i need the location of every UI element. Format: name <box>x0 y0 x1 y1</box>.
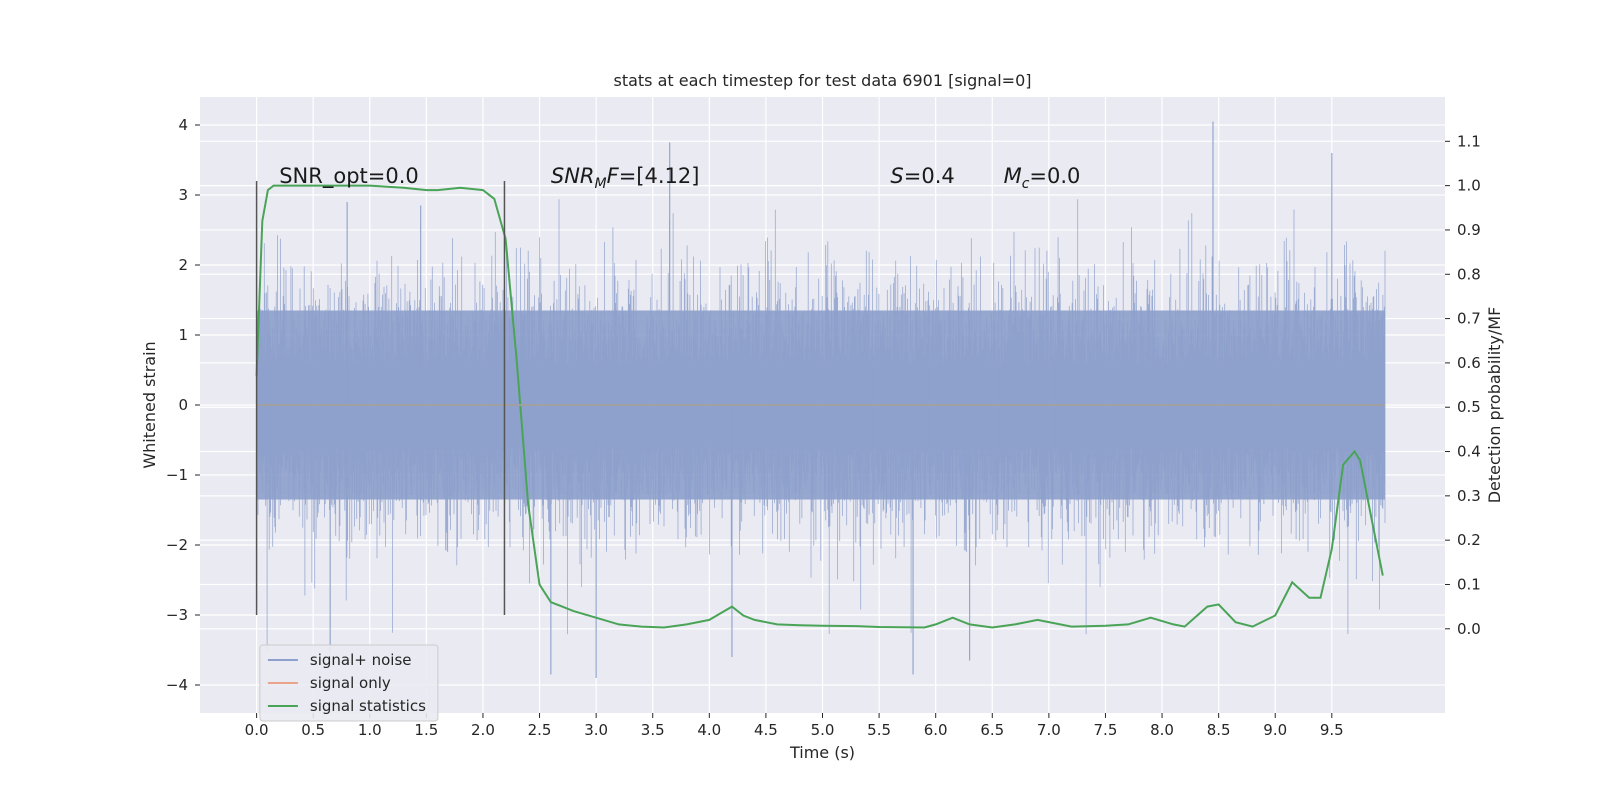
x-tick-label: 2.0 <box>471 721 495 739</box>
y2-tick-label: 0.5 <box>1457 398 1481 416</box>
x-tick-label: 2.5 <box>528 721 552 739</box>
legend-box <box>259 644 439 722</box>
series-signal-statistics <box>255 184 1384 629</box>
y-tick-label: 0 <box>178 396 188 414</box>
y-tick-label: 1 <box>178 326 188 344</box>
legend-label: signal only <box>310 674 391 692</box>
y-tick-label: −1 <box>166 466 188 484</box>
y-tick-label: 2 <box>178 256 188 274</box>
x-tick-label: 1.0 <box>358 721 382 739</box>
y-tick-label: −3 <box>166 606 188 624</box>
x-tick-label: 6.5 <box>980 721 1004 739</box>
x-tick-label: 7.0 <box>1037 721 1061 739</box>
x-tick-label: 9.5 <box>1320 721 1344 739</box>
annotation-snr-mf: SNRMF=[4.12] <box>551 164 700 192</box>
annotation-s-label: S <box>890 164 903 188</box>
annotation-s: S=0.4 <box>890 164 954 188</box>
x-tick-label: 7.5 <box>1094 721 1118 739</box>
x-tick-label: 9.0 <box>1263 721 1287 739</box>
y2-tick-label: 0.9 <box>1457 221 1481 239</box>
x-tick-label: 3.0 <box>584 721 608 739</box>
y2-tick-label: 1.0 <box>1457 177 1481 195</box>
y2-axis-label: Detection probability/MF <box>1485 307 1504 504</box>
annotation-snr-mf-prefix: SNR <box>551 164 595 188</box>
legend: signal+ noise signal only signal statistic… <box>259 644 439 722</box>
x-tick-label: 4.0 <box>697 721 721 739</box>
y2-tick-label: 0.8 <box>1457 265 1481 283</box>
legend-label: signal statistics <box>310 697 426 715</box>
x-tick-label: 0.5 <box>301 721 325 739</box>
x-tick-label: 6.0 <box>924 721 948 739</box>
x-tick-label: 8.5 <box>1207 721 1231 739</box>
legend-label: signal+ noise <box>310 651 412 669</box>
annotation-s-value: =0.4 <box>904 164 955 188</box>
y-tick-label: 4 <box>178 116 188 134</box>
chart-title: stats at each timestep for test data 690… <box>613 71 1031 90</box>
y2-tick-label: 1.1 <box>1457 132 1481 150</box>
x-tick-label: 0.0 <box>245 721 269 739</box>
y-axis-label: Whitened strain <box>140 341 159 468</box>
annotation-mc: Mc=0.0 <box>1004 164 1081 192</box>
x-axis-ticks: 0.0 0.5 1.0 1.5 2.0 2.5 3.0 3.5 4.0 4.5 5.0 5.5 6.0 6… <box>245 713 1344 739</box>
annotation-snr-mf-suffix-f: F <box>607 164 620 188</box>
x-tick-label: 5.5 <box>867 721 891 739</box>
y2-tick-label: 0.3 <box>1457 487 1481 505</box>
annotation-snr-mf-sub: M <box>595 176 607 192</box>
x-tick-label: 5.0 <box>811 721 835 739</box>
x-tick-label: 1.5 <box>414 721 438 739</box>
y-tick-label: 3 <box>178 186 188 204</box>
y-tick-label: −2 <box>166 536 188 554</box>
y2-tick-label: 0.6 <box>1457 354 1481 372</box>
y-axis-ticks: 4 3 2 1 0 −1 −2 −3 −4 <box>166 116 200 694</box>
series-layer <box>255 184 1386 629</box>
annotation-snr-opt: SNR_opt=0.0 <box>279 164 419 189</box>
y2-tick-label: 0.2 <box>1457 531 1481 549</box>
annotation-mc-sub: c <box>1022 176 1030 192</box>
vertical-markers <box>255 181 506 615</box>
x-tick-label: 8.0 <box>1150 721 1174 739</box>
x-tick-label: 3.5 <box>641 721 665 739</box>
x-tick-label: 4.5 <box>754 721 778 739</box>
annotation-mc-label: M <box>1004 164 1022 188</box>
y2-tick-label: 0.7 <box>1457 310 1481 328</box>
annotation-mc-value: =0.0 <box>1029 164 1080 188</box>
y2-tick-label: 0.0 <box>1457 620 1481 638</box>
y2-tick-label: 0.1 <box>1457 575 1481 593</box>
y2-tick-label: 0.4 <box>1457 443 1481 461</box>
x-axis-label: Time (s) <box>789 743 855 762</box>
y-tick-label: −4 <box>166 676 188 694</box>
y2-axis-ticks: 1.1 1.0 0.9 0.8 0.7 0.6 0.5 0.4 0.3 0.2 0.1 0.0 <box>1445 132 1481 638</box>
annotation-snr-mf-value: =[4.12] <box>619 164 700 188</box>
